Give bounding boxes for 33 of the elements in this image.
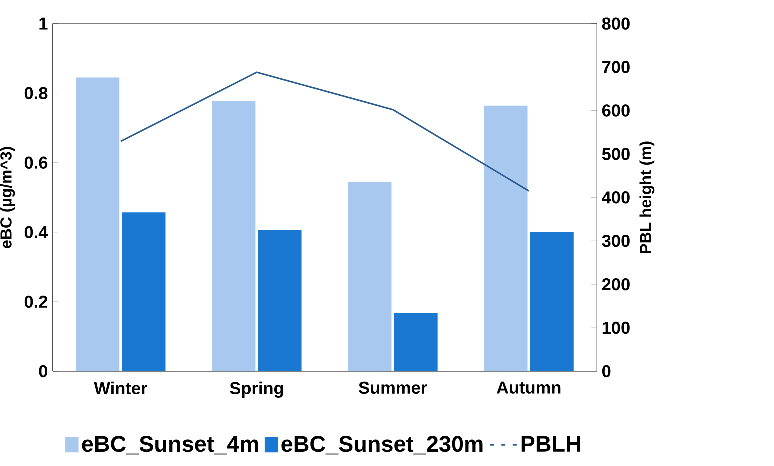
y-axis-title: eBC (µg/m^3)	[0, 147, 16, 248]
y2-tick-label: 100	[602, 322, 630, 334]
y2-tick-label: 800	[602, 18, 630, 30]
x-tick-label: Spring	[230, 382, 284, 398]
y-tick-label: 0	[39, 365, 48, 378]
y2-tick-label: 300	[602, 234, 630, 248]
y2-tick-label: 400	[602, 192, 630, 204]
y2-tick-label: 700	[602, 61, 630, 74]
y-tick-label: 0.8	[24, 87, 48, 100]
x-tick-label: Winter	[94, 382, 148, 395]
x-tick-label: Summer	[359, 382, 428, 394]
x-tick-label: Autumn	[496, 382, 561, 394]
legend-label: eBC_Sunset_230m	[282, 436, 483, 455]
bar	[122, 212, 166, 372]
y2-tick-label: 500	[602, 148, 630, 160]
y2-tick-label: 0	[602, 365, 611, 378]
y2-tick-label: 600	[602, 104, 630, 117]
legend-label: PBLH	[522, 436, 580, 452]
y-tick-label: 0.2	[24, 296, 48, 308]
y-tick-label: 1	[40, 18, 48, 30]
bar	[212, 101, 256, 372]
bar	[394, 313, 438, 372]
y-tick-label: 0.6	[24, 156, 48, 170]
bar	[348, 182, 392, 372]
y2-tick-label: 200	[602, 278, 630, 291]
bar	[258, 230, 302, 372]
y-tick-label: 0.4	[24, 226, 48, 239]
y2-axis-title: PBL height (m)	[640, 142, 655, 254]
bar	[484, 106, 528, 372]
legend-label: eBC_Sunset_4m	[82, 436, 258, 455]
line-series	[120, 72, 530, 192]
bar	[76, 78, 120, 372]
bar	[530, 232, 574, 372]
